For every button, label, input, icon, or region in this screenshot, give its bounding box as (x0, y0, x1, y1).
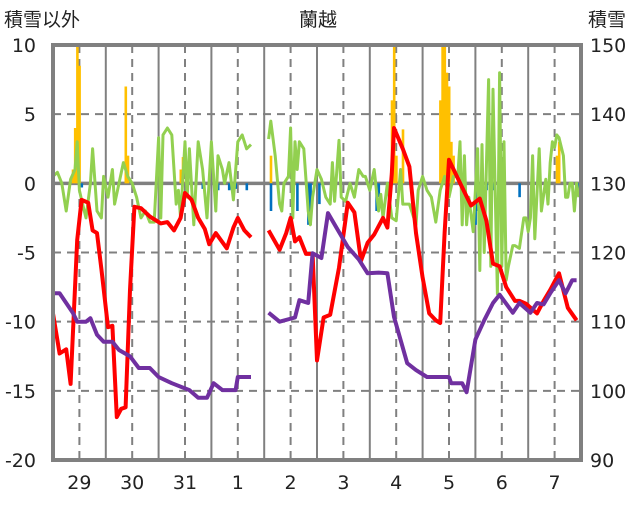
y-tick-left: -5 (17, 243, 36, 265)
y-tick-left: 10 (12, 35, 36, 57)
chart-title: 蘭越 (299, 9, 337, 31)
snow_depth-line (53, 291, 251, 400)
y-tick-left: -10 (5, 312, 36, 334)
y-tick-left: -15 (5, 381, 36, 403)
y-tick-right: 110 (590, 312, 626, 334)
temperature-line (266, 126, 579, 363)
y-tick-left: -20 (5, 450, 36, 472)
snow_change-bar (377, 183, 381, 198)
left-axis-title: 積雪以外 (4, 9, 80, 31)
precip-bar (392, 45, 396, 184)
precip-bar (441, 45, 444, 184)
precip-bar (76, 45, 79, 184)
y-tick-right: 90 (590, 450, 614, 472)
precip-bar (439, 100, 442, 184)
snow_change-bar (80, 183, 84, 188)
precip-bar (124, 86, 128, 184)
x-tick-label: 31 (173, 472, 197, 494)
right-axis-title: 積雪 (588, 9, 626, 31)
x-tick-label: 6 (496, 472, 508, 494)
y-tick-right: 130 (590, 173, 626, 195)
x-tick-label: 7 (549, 472, 561, 494)
plot-border (51, 43, 583, 462)
y-tick-right: 150 (590, 35, 626, 57)
y-tick-right: 140 (590, 104, 626, 126)
snow_change-bar (227, 183, 231, 191)
snow_change-bar (518, 183, 521, 198)
x-tick-label: 4 (390, 472, 402, 494)
y-tick-left: 0 (24, 173, 36, 195)
snow_change-bar (269, 183, 273, 211)
precip-bar (126, 155, 130, 184)
precip-bar (395, 155, 398, 184)
snow_change-bar (245, 183, 249, 191)
snow_depth-line (267, 211, 577, 395)
x-tick-label: 2 (285, 472, 297, 494)
axis-ticks: 10 5 0 -5 -10 -15 -20 150 140 130 120 110 100 90 29 30 3… (5, 35, 626, 494)
precip-bar (447, 86, 451, 184)
y-tick-left: 5 (24, 104, 36, 126)
precip-bar (443, 45, 447, 184)
wind-line (267, 71, 581, 296)
x-tick-label: 29 (67, 472, 91, 494)
x-tick-label: 30 (120, 472, 144, 494)
snow_change-bar (296, 183, 299, 211)
precip-bar (445, 72, 449, 184)
y-tick-right: 100 (590, 381, 626, 403)
wind-line (51, 126, 253, 227)
precip-bar (269, 155, 273, 184)
x-tick-label: 1 (232, 472, 244, 494)
temperature-line (51, 191, 253, 420)
precip-bar (555, 155, 559, 184)
precip-bar (557, 141, 561, 184)
series-lines (51, 71, 581, 420)
precip-bar (179, 169, 183, 184)
y-tick-right: 120 (590, 243, 626, 265)
precip-bar (78, 65, 81, 184)
x-tick-label: 5 (443, 472, 455, 494)
precip-bar (401, 129, 405, 184)
x-tick-label: 3 (337, 472, 349, 494)
snow_change-bar (318, 183, 321, 205)
